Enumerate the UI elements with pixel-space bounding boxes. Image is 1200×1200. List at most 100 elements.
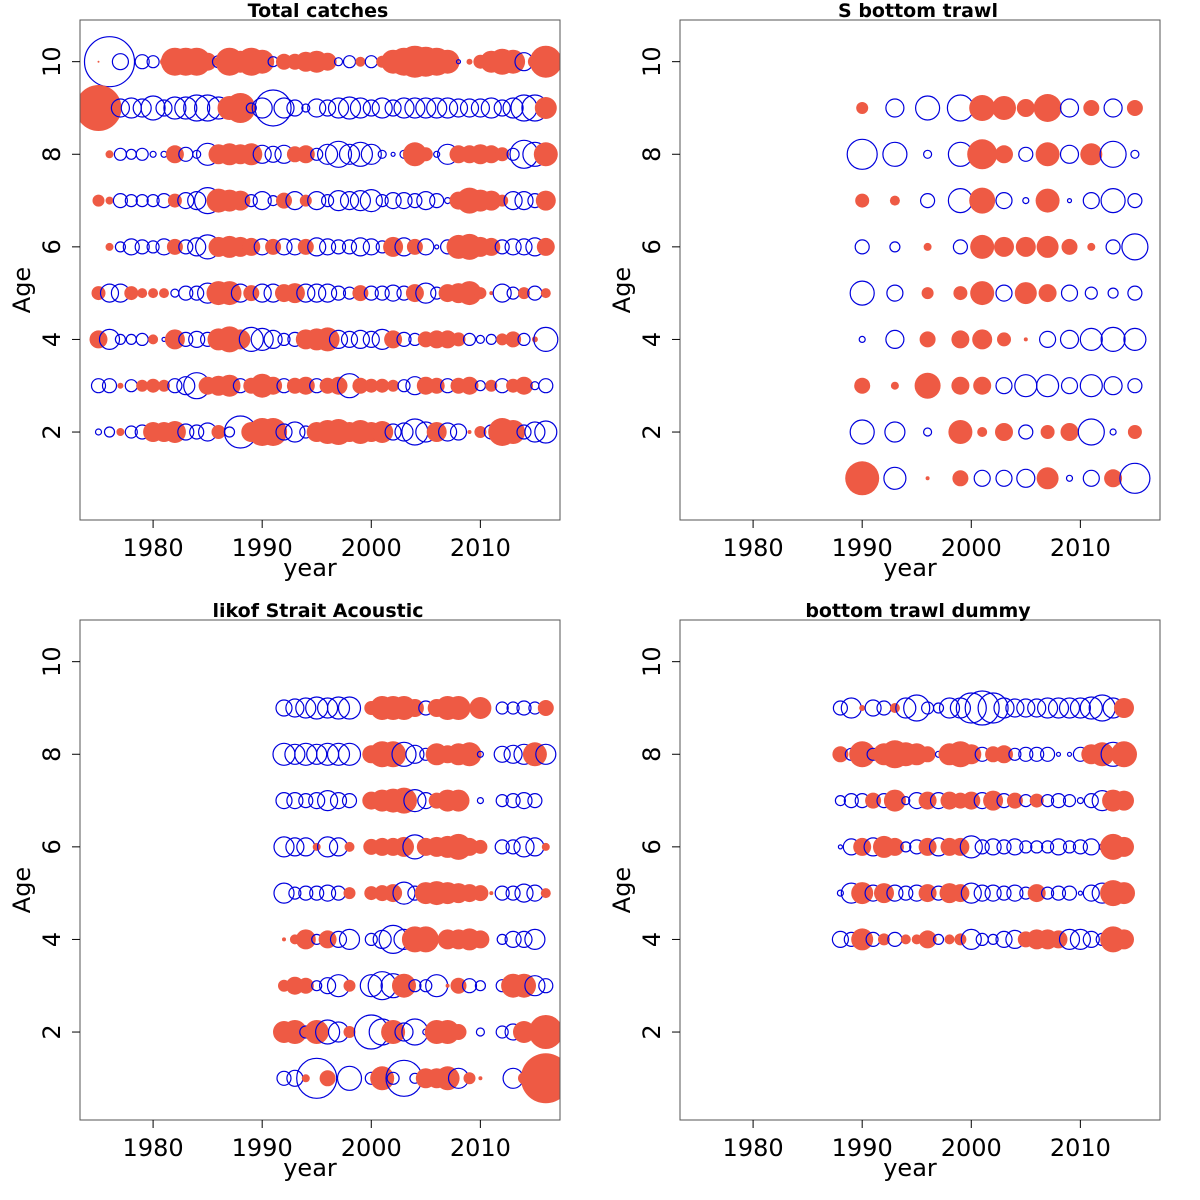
- bubble-negative: [984, 884, 1002, 902]
- bubble-negative: [975, 932, 989, 947]
- bubble-negative: [504, 238, 522, 256]
- bubble-negative: [506, 701, 520, 715]
- bubble-positive: [146, 378, 161, 393]
- bubble-positive: [954, 933, 967, 946]
- bubble-negative: [1082, 930, 1100, 949]
- bubble-positive: [1029, 793, 1044, 808]
- bubble-negative: [342, 55, 357, 69]
- bubble-positive: [992, 96, 1016, 120]
- bubble-negative: [455, 59, 462, 65]
- bubble-negative: [124, 425, 138, 439]
- bubble-positive: [1035, 142, 1060, 167]
- bubble-positive: [501, 420, 526, 444]
- bubble-positive: [282, 937, 286, 942]
- bubble-negative: [832, 700, 849, 716]
- bubble-negative: [244, 194, 258, 208]
- bubble-negative: [341, 792, 358, 809]
- bubble-negative: [337, 696, 362, 720]
- bubble-negative: [517, 332, 531, 346]
- bubble-positive: [918, 837, 937, 856]
- bubble-negative: [964, 690, 1000, 726]
- y-tick-label: 2: [638, 424, 666, 439]
- bubble-negative: [330, 285, 347, 301]
- bubble-positive: [983, 790, 1004, 811]
- bubble-negative: [960, 882, 982, 904]
- bubble-positive: [159, 288, 169, 299]
- bubble-positive: [240, 143, 263, 166]
- bubble-negative: [900, 841, 912, 853]
- bubble-negative: [307, 237, 327, 257]
- bubble-negative: [449, 423, 468, 441]
- bubble-positive: [1114, 929, 1134, 950]
- bubble-negative: [426, 97, 448, 119]
- bubble-positive: [1060, 423, 1079, 441]
- bubble-negative: [384, 192, 402, 210]
- y-tick-label: 6: [38, 839, 66, 854]
- bubble-positive: [1014, 282, 1037, 305]
- bubble-negative: [285, 837, 305, 857]
- bubble-negative: [922, 427, 933, 437]
- bubble-positive: [478, 1076, 483, 1081]
- bubble-negative: [319, 99, 337, 117]
- bubble-negative: [415, 282, 437, 304]
- bubble-positive: [919, 331, 936, 348]
- bubble-positive: [541, 842, 550, 851]
- bubble-positive: [1023, 337, 1028, 342]
- bubble-negative: [319, 884, 337, 902]
- bubble-negative: [984, 838, 1002, 856]
- bubble-positive: [329, 376, 348, 395]
- bubble-negative: [326, 742, 351, 766]
- y-axis-label: Age: [8, 267, 36, 313]
- y-tick-label: 2: [38, 424, 66, 439]
- bubble-positive: [481, 190, 502, 211]
- bubble-negative: [294, 742, 318, 766]
- bubble-negative: [307, 191, 327, 211]
- bubble-negative: [396, 331, 412, 347]
- bubble-negative: [397, 379, 411, 393]
- bubble-negative: [254, 89, 292, 127]
- bubble-positive: [259, 418, 288, 446]
- bubble-positive: [471, 930, 490, 949]
- bubble-negative: [174, 96, 198, 120]
- bubble-negative: [384, 284, 402, 302]
- bubble-positive: [951, 376, 970, 395]
- bubble-negative: [1040, 886, 1055, 900]
- bubble-negative: [996, 839, 1012, 855]
- bubble-negative: [252, 283, 272, 303]
- bubble-negative: [1100, 326, 1126, 352]
- bubble-positive: [299, 194, 312, 207]
- bubble-negative: [527, 792, 543, 809]
- bubble-negative: [327, 97, 350, 119]
- bubble-positive: [832, 746, 849, 763]
- bubble-negative: [1100, 188, 1126, 214]
- bubble-negative: [341, 239, 358, 255]
- y-tick-label: 2: [38, 1024, 66, 1039]
- x-tick-label: 1980: [123, 534, 184, 562]
- bubble-negative: [296, 837, 316, 857]
- bubble-negative: [470, 98, 490, 118]
- bubble-positive: [529, 45, 560, 78]
- bubble-negative: [846, 138, 878, 170]
- bubble-positive: [485, 379, 498, 392]
- bubble-positive: [889, 195, 900, 206]
- bubble-negative: [1069, 928, 1092, 951]
- bubble-negative: [1119, 462, 1151, 494]
- bubble-negative: [1047, 697, 1070, 719]
- bubble-negative: [854, 239, 870, 255]
- bubble-negative: [275, 238, 293, 256]
- bubble-negative: [98, 328, 121, 350]
- panel-4: 1980 1990 2000 2010 2 4 6 8 10 year Age bottom traw…: [608, 600, 1161, 1182]
- bubble-negative: [394, 422, 414, 442]
- bubble-positive: [1113, 882, 1135, 905]
- bubble-negative: [263, 329, 283, 349]
- bubble-positive: [165, 145, 184, 164]
- bubble-positive: [460, 376, 479, 395]
- bubble-negative: [317, 143, 339, 165]
- y-tick-label: 10: [38, 646, 66, 677]
- bubble-negative: [135, 332, 149, 346]
- bubble-positive: [540, 288, 551, 299]
- bubble-negative: [476, 796, 484, 805]
- bubble-negative: [360, 143, 382, 165]
- bubble-negative: [83, 36, 136, 88]
- bubble-negative: [311, 980, 323, 992]
